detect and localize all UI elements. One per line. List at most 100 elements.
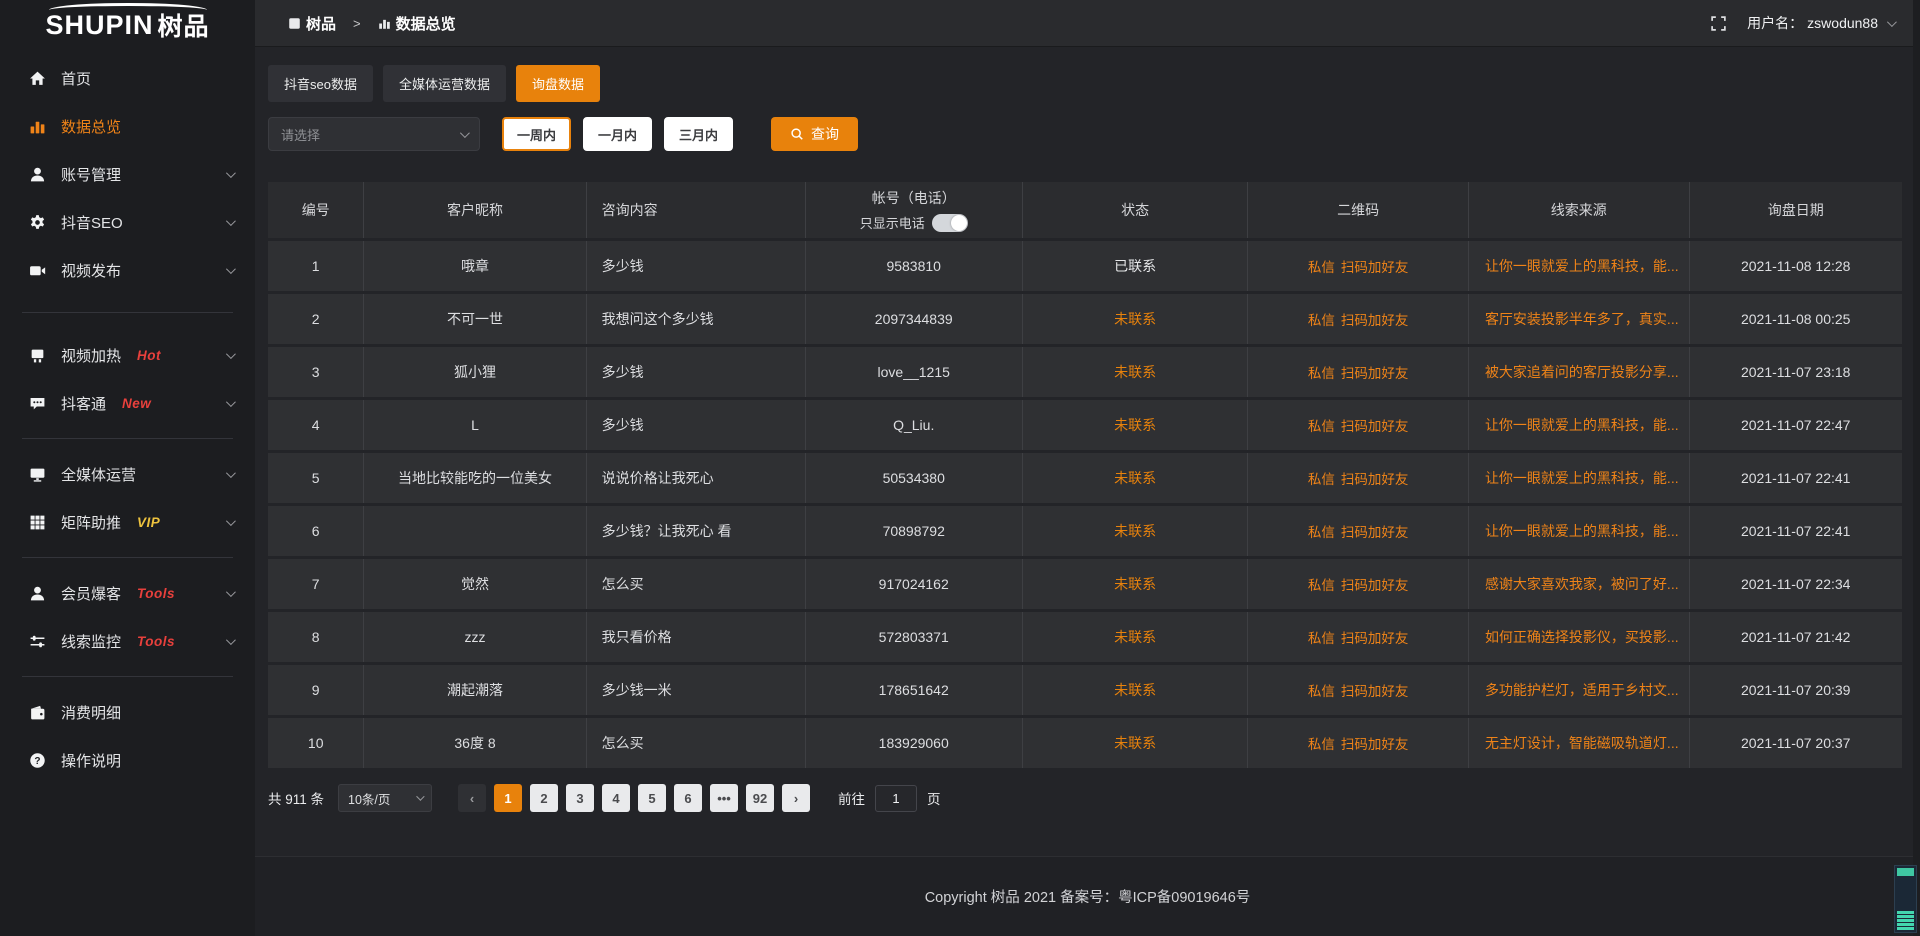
qr-private-message-link[interactable]: 私信 (1307, 525, 1335, 540)
qr-private-message-link[interactable]: 私信 (1307, 313, 1335, 328)
content: 抖音seo数据 全媒体运营数据 询盘数据 请选择 一周内 一月内 三月内 查询 … (255, 47, 1920, 812)
page-button-92[interactable]: 92 (746, 784, 775, 812)
breadcrumb-root[interactable]: 树品 (288, 13, 336, 34)
next-page-button[interactable]: › (782, 784, 811, 812)
qr-scan-add-friend-link[interactable]: 扫码加好友 (1340, 631, 1409, 646)
header-nickname: 客户昵称 (364, 182, 587, 238)
qr-scan-add-friend-link[interactable]: 扫码加好友 (1340, 313, 1409, 328)
sidebar-item-spend-details[interactable]: 消费明细 (0, 688, 255, 736)
logo-text-cn: 树品 (157, 13, 210, 41)
filter-select-placeholder: 请选择 (281, 127, 321, 143)
lead-source-link[interactable]: 客厅安装投影半年多了，真实... (1484, 311, 1679, 327)
page-button-1[interactable]: 1 (494, 784, 523, 812)
header-lead-source: 线索来源 (1469, 182, 1690, 238)
qr-scan-add-friend-link[interactable]: 扫码加好友 (1340, 472, 1409, 487)
bar-chart-icon (378, 19, 390, 29)
qr-scan-add-friend-link[interactable]: 扫码加好友 (1340, 578, 1409, 593)
sidebar-item-matrix-boost[interactable]: 矩阵助推 VIP (0, 498, 255, 546)
tab-inquiry-data[interactable]: 询盘数据 (515, 65, 600, 102)
scrollbar[interactable] (1913, 0, 1920, 936)
lead-source-link[interactable]: 让你一眼就爱上的黑科技，能... (1484, 258, 1679, 274)
lead-source-link[interactable]: 让你一眼就爱上的黑科技，能... (1484, 417, 1679, 433)
breadcrumb: 树品 > 数据总览 (288, 13, 456, 34)
page-button-4[interactable]: 4 (602, 784, 631, 812)
phone-only-toggle[interactable] (931, 213, 968, 232)
chevron-down-icon (225, 515, 236, 526)
lead-source-link[interactable]: 让你一眼就爱上的黑科技，能... (1484, 523, 1679, 539)
page-button-6[interactable]: 6 (674, 784, 703, 812)
sidebar-item-douketong[interactable]: 抖客通 New (0, 379, 255, 427)
filter-select[interactable]: 请选择 (268, 117, 480, 151)
qr-private-message-link[interactable]: 私信 (1307, 472, 1335, 487)
status-badge: 已联系 (1023, 241, 1249, 291)
qr-private-message-link[interactable]: 私信 (1307, 260, 1335, 275)
qr-private-message-link[interactable]: 私信 (1307, 684, 1335, 699)
user-menu[interactable]: 用户名： zswodun88 (1747, 13, 1897, 33)
lead-source-link[interactable]: 如何正确选择投影仪，买投影... (1484, 629, 1679, 645)
qr-scan-add-friend-link[interactable]: 扫码加好友 (1340, 684, 1409, 699)
chevron-down-icon (459, 127, 470, 138)
chevron-down-icon (225, 348, 236, 359)
tab-omni-media-data[interactable]: 全媒体运营数据 (382, 65, 506, 102)
page-ellipsis-button[interactable]: ••• (710, 784, 739, 812)
prev-page-button[interactable]: ‹ (458, 784, 487, 812)
period-quarter-button[interactable]: 三月内 (664, 117, 734, 151)
tab-douyin-seo-data[interactable]: 抖音seo数据 (268, 65, 373, 102)
total-count: 共 911 条 (268, 792, 325, 807)
qr-scan-add-friend-link[interactable]: 扫码加好友 (1340, 737, 1409, 752)
sidebar-item-home[interactable]: 首页 (0, 54, 255, 102)
copyright-text: Copyright 树品 2021 备案号：粤ICP备09019646号 (924, 890, 1251, 906)
topbar-right: 用户名： zswodun88 (1710, 13, 1897, 33)
status-badge: 未联系 (1023, 612, 1249, 662)
lead-source-link[interactable]: 被大家追着问的客厅投影分享... (1484, 364, 1679, 380)
breadcrumb-current[interactable]: 数据总览 (378, 13, 456, 34)
qr-private-message-link[interactable]: 私信 (1307, 631, 1335, 646)
sidebar-item-lead-monitor[interactable]: 线索监控 Tools (0, 617, 255, 665)
qr-scan-add-friend-link[interactable]: 扫码加好友 (1340, 525, 1409, 540)
sidebar-item-douyin-seo[interactable]: 抖音SEO (0, 198, 255, 246)
lead-source-link[interactable]: 多功能护栏灯，适用于乡村文... (1484, 682, 1679, 698)
sidebar-item-account-management[interactable]: 账号管理 (0, 150, 255, 198)
lead-source-link[interactable]: 感谢大家喜欢我家，被问了好... (1484, 576, 1679, 592)
sidebar-item-data-overview[interactable]: 数据总览 (0, 102, 255, 150)
fullscreen-icon[interactable] (1710, 15, 1727, 32)
qr-private-message-link[interactable]: 私信 (1307, 737, 1335, 752)
lead-source-link[interactable]: 无主灯设计，智能磁吸轨道灯... (1484, 735, 1679, 751)
sidebar-item-help[interactable]: ? 操作说明 (0, 736, 255, 784)
page-button-5[interactable]: 5 (638, 784, 667, 812)
sidebar-item-omni-media[interactable]: 全媒体运营 (0, 450, 255, 498)
chevron-down-icon (225, 467, 236, 478)
gear-icon (28, 213, 46, 231)
video-publish-icon (28, 261, 46, 279)
qr-private-message-link[interactable]: 私信 (1307, 578, 1335, 593)
sidebar-item-label: 矩阵助推 (61, 514, 122, 532)
period-month-button[interactable]: 一月内 (583, 117, 653, 151)
qr-scan-add-friend-link[interactable]: 扫码加好友 (1340, 366, 1409, 381)
wallet-icon (28, 703, 46, 721)
chevron-down-icon (225, 263, 236, 274)
sidebar-item-label: 会员爆客 (61, 585, 122, 603)
page-button-3[interactable]: 3 (566, 784, 595, 812)
goto-page-input[interactable] (875, 784, 918, 812)
qr-private-message-link[interactable]: 私信 (1307, 419, 1335, 434)
sidebar: SHUPIN 树品 首页 数据总览 账号管理 抖音SEO 视频发布 (0, 0, 255, 936)
goto-unit: 页 (927, 792, 941, 807)
perf-monitor-widget (1894, 865, 1917, 933)
page-size-select[interactable]: 10条/页 (338, 784, 433, 812)
sidebar-item-video-publish[interactable]: 视频发布 (0, 246, 255, 294)
period-week-button[interactable]: 一周内 (502, 117, 572, 151)
table-header-row: 编号 客户昵称 咨询内容 帐号（电话） 只显示电话 状态 二维码 线索来源 询盘… (268, 182, 1902, 238)
qr-scan-add-friend-link[interactable]: 扫码加好友 (1340, 419, 1409, 434)
tools-badge: Tools (137, 585, 176, 601)
user-icon (28, 165, 46, 183)
search-button-label: 查询 (811, 126, 840, 142)
search-button[interactable]: 查询 (771, 117, 859, 151)
sidebar-item-video-heat[interactable]: 视频加热 Hot (0, 331, 255, 379)
table-row: 4 L 多少钱 Q_Liu. 未联系 私信 扫码加好友 让你一眼就爱上的黑科技，… (268, 400, 1902, 450)
qr-scan-add-friend-link[interactable]: 扫码加好友 (1340, 260, 1409, 275)
lead-source-link[interactable]: 让你一眼就爱上的黑科技，能... (1484, 470, 1679, 486)
qr-private-message-link[interactable]: 私信 (1307, 366, 1335, 381)
search-icon (791, 128, 803, 140)
sidebar-item-member-burst[interactable]: 会员爆客 Tools (0, 569, 255, 617)
page-button-2[interactable]: 2 (530, 784, 559, 812)
